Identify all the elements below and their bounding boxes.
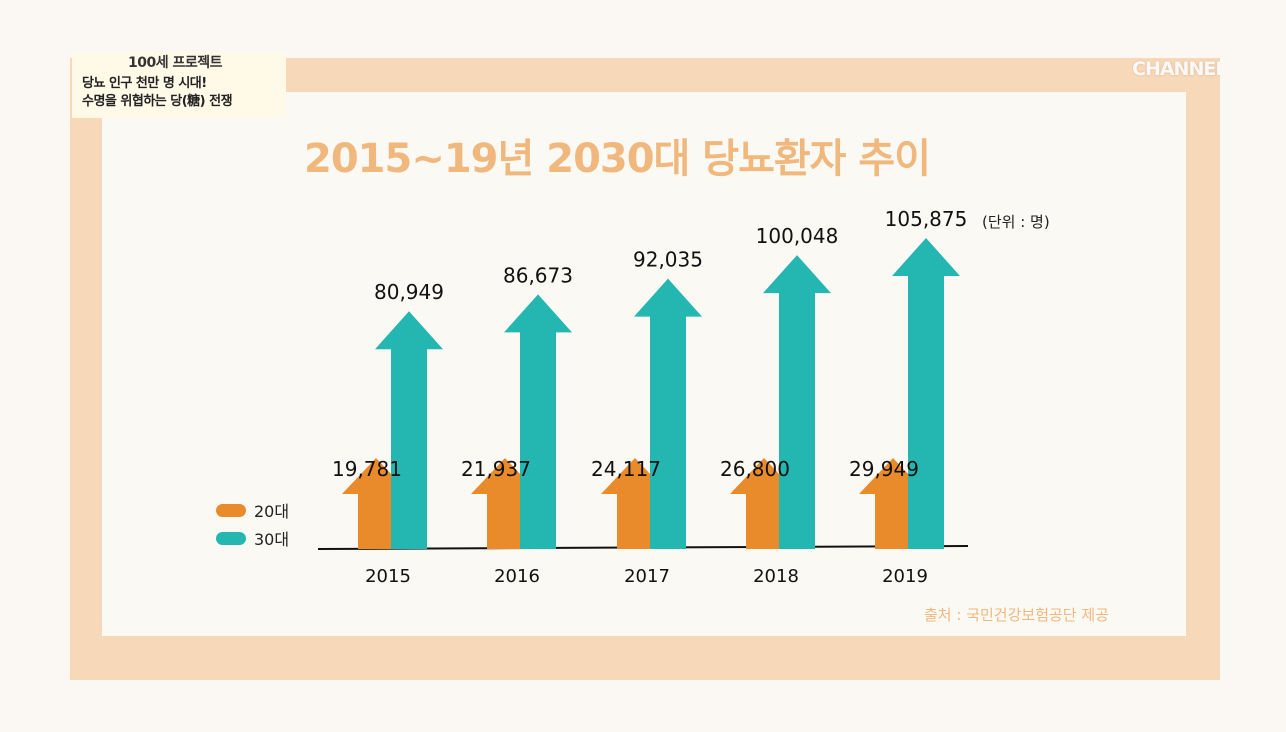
source-label: 출처 : 국민건강보험공단 제공 — [924, 606, 1109, 624]
x-tick-label-2015: 2015 — [365, 566, 411, 587]
bar-30s-2017 — [634, 278, 702, 549]
bar-30s-2016 — [504, 294, 572, 549]
value-label-20s-2016: 21,937 — [461, 457, 531, 481]
value-label-30s-2019: 105,875 — [885, 207, 968, 231]
value-label-30s-2015: 80,949 — [374, 280, 444, 304]
value-label-20s-2019: 29,949 — [849, 457, 919, 481]
program-caption: 100세 프로젝트 당뇨 인구 천만 명 시대! 수명을 위협하는 당(糖) 전… — [72, 52, 286, 118]
bar-30s-2019 — [892, 238, 960, 549]
legend-label-20s: 20대 — [254, 502, 290, 521]
legend-item-30s: 30대 — [216, 524, 289, 552]
legend-swatch-20s — [216, 503, 246, 517]
x-tick-label-2017: 2017 — [624, 566, 670, 587]
x-tick-label-2019: 2019 — [882, 566, 928, 587]
caption-line-2: 수명을 위협하는 당(糖) 전쟁 — [82, 94, 233, 109]
value-label-30s-2017: 92,035 — [633, 248, 703, 272]
legend-label-30s: 30대 — [254, 530, 290, 549]
value-label-30s-2018: 100,048 — [756, 224, 839, 248]
x-tick-label-2016: 2016 — [494, 566, 540, 587]
bar-30s-2015 — [375, 311, 443, 549]
unit-label: (단위 : 명) — [982, 213, 1050, 231]
value-label-30s-2016: 86,673 — [503, 263, 573, 287]
caption-line-1: 당뇨 인구 천만 명 시대! — [82, 76, 207, 91]
bar-30s-2018 — [763, 255, 831, 549]
legend-item-20s: 20대 — [216, 496, 289, 524]
legend-swatch-30s — [216, 531, 246, 545]
x-tick-label-2018: 2018 — [753, 566, 799, 587]
chart-title: 2015~19년 2030대 당뇨환자 추이 — [304, 136, 931, 182]
channel-logo: CHANNEL A — [1132, 58, 1220, 80]
program-name: 100세 프로젝트 — [128, 55, 223, 71]
chart-legend: 20대 30대 — [216, 496, 289, 552]
value-label-20s-2018: 26,800 — [720, 457, 790, 481]
value-label-20s-2017: 24,117 — [591, 457, 661, 481]
value-label-20s-2015: 19,781 — [332, 457, 402, 481]
